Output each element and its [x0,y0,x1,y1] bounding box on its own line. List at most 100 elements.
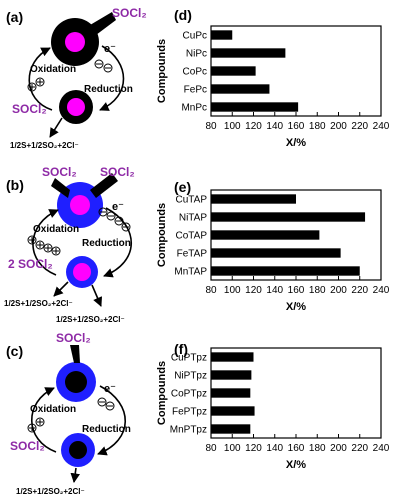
x-tick-label: 220 [351,121,368,132]
y-tick-label: MnTAP [174,267,207,278]
x-tick-label: 140 [266,121,283,132]
bar [211,48,286,58]
socl2-wedge-left [51,178,70,198]
reduction-label-a: Reduction [84,84,133,95]
y-tick-label: FePc [184,85,207,96]
x-tick-label: 80 [205,443,217,454]
product-b-left: 1/2S+1/2SO₂+2Cl⁻ [4,299,73,308]
y-axis-title: Compounds [156,203,168,267]
x-tick-label: 100 [224,121,241,132]
electron-label-c: e⁻ [104,383,116,395]
x-tick-label: 80 [205,121,217,132]
y-tick-label: FeTAP [177,249,208,260]
product-arrow-b-left [53,281,69,297]
complex-bottom-inner-b [73,263,91,281]
reagent-bottom-c: SOCl₂ [10,439,45,453]
electron-label-b: e⁻ [112,201,124,213]
panel-label-c: (c) [6,343,23,359]
oxidation-arrow-b [32,209,59,276]
reduction-arrow-c [97,385,126,456]
y-tick-label: CuPc [183,31,207,42]
y-tick-label: NiTAP [179,213,207,224]
bar [211,370,252,380]
y-tick-label: CoPTpz [171,389,207,400]
x-tick-label: 180 [309,443,326,454]
panel-label: (e) [174,179,191,195]
socl2-wedge-c [70,345,80,363]
y-tick-label: NiPTpz [174,371,207,382]
bar-chart-f: (f) 80 100 120 140 160 180 200 220 240 CuPTpz NiPTp… [156,341,390,471]
x-tick-label: 240 [373,443,390,454]
bar [211,194,296,204]
y-tick-label: CuTAP [176,195,208,206]
y-tick-label: CuPTpz [171,353,207,364]
scheme-panel-c: (c) SOCl₂ e⁻ Oxidation Reduction SOCl₂ 1… [6,331,131,496]
complex-top-inner-c [65,371,87,393]
reagent-left-b: SOCl₂ [42,165,77,179]
oxidation-arrow-a [28,47,53,111]
x-tick-label: 240 [373,121,390,132]
x-tick-label: 160 [288,285,305,296]
bar [211,30,233,40]
reagent-bottom-b: 2 SOCl₂ [8,257,53,271]
x-tick-label: 240 [373,285,390,296]
product-c: 1/2S+1/2SO₂+2Cl⁻ [16,487,85,496]
x-tick-label: 120 [245,443,262,454]
complex-top-inner [65,32,85,52]
reduction-label-b: Reduction [82,238,131,249]
x-tick-label: 160 [288,121,305,132]
socl2-wedge [85,12,116,38]
scheme-panel-b: (b) SOCl₂ SOCl₂ e⁻ Oxidation Reduction 2… [4,165,135,324]
panel-label: (d) [174,7,192,23]
bar [211,266,360,276]
product-b-right: 1/2S+1/2SO₂+2Cl⁻ [56,315,125,324]
oxidation-label-b: Oxidation [33,224,79,235]
x-tick-label: 220 [351,285,368,296]
positive-charges-c [27,417,45,433]
positive-charges-a [27,77,45,92]
panel-label-a: (a) [6,9,23,25]
y-tick-label: NiPc [186,49,207,60]
bar [211,406,255,416]
reagent-right-b: SOCl₂ [100,165,135,179]
complex-top-inner-b [70,195,90,215]
reagent-bottom-a: SOCl₂ [12,102,47,116]
bar-chart-e: (e) 80 100 120 140 160 180 200 220 240 CuTAP NiTAP C… [156,179,390,313]
scheme-panel-a: (a) SOCl₂ e⁻ Oxidation Reduction SOCl₂ 1… [6,6,147,150]
oxidation-label-c: Oxidation [30,404,76,415]
x-axis-title: X/% [286,137,306,149]
bar [211,212,366,222]
bar [211,352,254,362]
product-arrow-a [49,117,63,138]
electron-label-a: e⁻ [104,43,116,55]
bar [211,388,251,398]
panel-label: (f) [174,341,188,357]
x-tick-label: 180 [309,121,326,132]
y-tick-label: CoPc [183,67,207,78]
socl2-wedge-right [90,173,118,198]
product-a: 1/2S+1/2SO₂+2Cl⁻ [10,141,79,150]
x-tick-label: 120 [245,121,262,132]
panel-label-b: (b) [6,177,24,193]
y-tick-label: MnPTpz [170,425,207,436]
x-tick-label: 140 [266,443,283,454]
bar [211,230,320,240]
y-tick-label: FePTpz [172,407,207,418]
y-axis-title: Compounds [156,39,168,103]
x-tick-label: 200 [330,285,347,296]
negative-charges-b [98,207,131,232]
reduction-arrow-b [103,207,132,278]
negative-charges-a [94,59,113,73]
y-tick-label: MnPc [181,103,207,114]
bar-chart-d: (d) 80 100 120 140 160 180 200 220 240 CuPc NiPc CoP… [156,7,390,149]
complex-bottom-inner [67,98,85,116]
bar [211,66,256,76]
bar [211,102,299,112]
product-arrow-b-right [91,284,103,307]
x-tick-label: 100 [224,443,241,454]
x-axis-title: X/% [286,301,306,313]
y-tick-label: CoTAP [176,231,208,242]
x-tick-label: 200 [330,121,347,132]
reduction-label-c: Reduction [82,424,131,435]
positive-charges-b [27,235,61,256]
